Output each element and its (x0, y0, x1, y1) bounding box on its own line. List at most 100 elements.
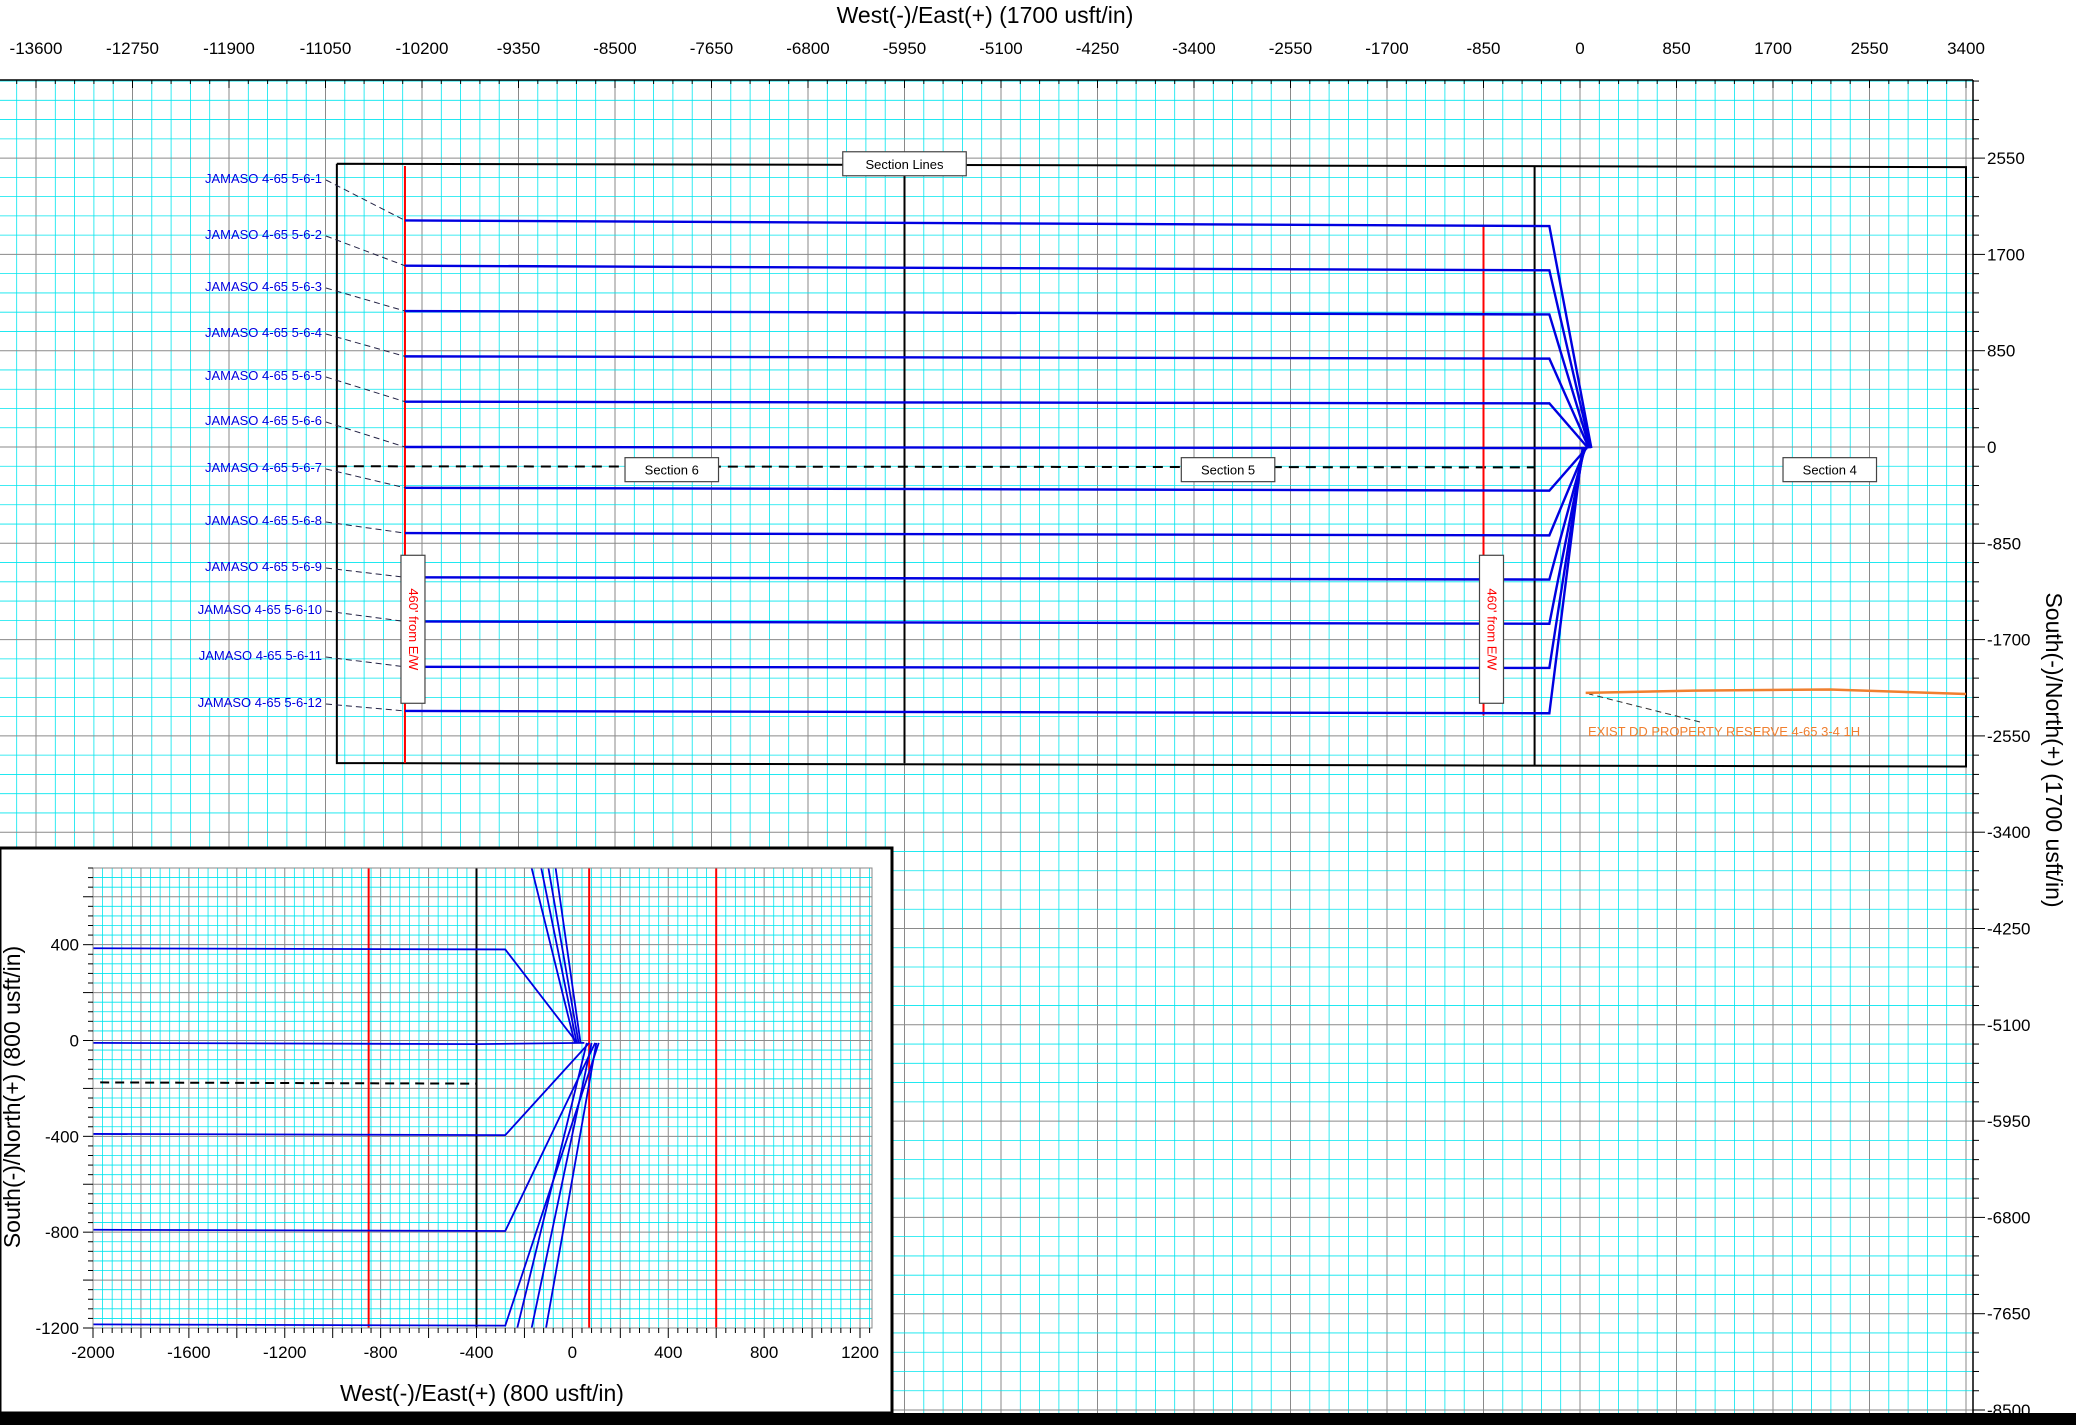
inset-well-path (93, 1042, 596, 1232)
well-path (404, 309, 1591, 449)
y-tick-label: -1700 (1987, 631, 2030, 650)
inset-y-tick-label: 400 (51, 936, 79, 955)
y-tick-label: -5950 (1987, 1112, 2030, 1131)
well-label-leader (325, 656, 406, 668)
y-tick-label: -4250 (1987, 920, 2030, 939)
inset-x-tick-label: -800 (364, 1343, 398, 1362)
well-label-leader (325, 567, 406, 578)
well-label-leader (325, 235, 406, 267)
x-tick-label: 0 (1575, 39, 1584, 58)
x-tick-label: -13600 (10, 39, 63, 58)
x-tick-label: -5950 (883, 39, 926, 58)
x-tick-label: -4250 (1076, 39, 1119, 58)
x-tick-label: -3400 (1172, 39, 1215, 58)
inset-x-tick-label: -400 (459, 1343, 493, 1362)
well-path (404, 447, 1584, 715)
y-tick-label: -7650 (1987, 1305, 2030, 1324)
well-path (404, 447, 1585, 670)
well-label-leader (325, 521, 406, 534)
inset-well-path (554, 868, 582, 1044)
section-label-box (1782, 457, 1878, 483)
setback-label: 460' from E/W (406, 588, 421, 671)
inset-grid (93, 868, 872, 1328)
x-axis-label: West(-)/East(+) (1700 usft/in) (837, 2, 1134, 28)
well-path (404, 447, 1587, 581)
inset-well-path (540, 868, 578, 1044)
well-path (404, 447, 1587, 537)
well-label: JAMASO 4-65 5-6-12 (198, 695, 322, 710)
inset-x-tick-label: 1200 (841, 1343, 879, 1362)
y-tick-label: -850 (1987, 534, 2021, 553)
offset-well (1585, 688, 1967, 696)
inset-y-tick-label: -1200 (36, 1319, 79, 1338)
section-boundary (335, 162, 1967, 768)
inset-well-paths (93, 868, 718, 1328)
x-tick-label: -7650 (690, 39, 733, 58)
well-label-leader (325, 333, 406, 357)
well-label-leader (325, 610, 406, 622)
inset-well-path (545, 1042, 598, 1328)
inset-x-tick-label: 0 (568, 1343, 577, 1362)
y-tick-label: -6800 (1987, 1208, 2030, 1227)
offset-well-label: EXIST DD PROPERTY RESERVE 4-65 3-4 1H (1588, 724, 1860, 739)
x-tick-label: -10200 (396, 39, 449, 58)
x-tick-label: 2550 (1851, 39, 1889, 58)
well-path (404, 447, 1588, 492)
well-label: JAMASO 4-65 5-6-9 (205, 559, 322, 574)
y-tick-label: -5100 (1987, 1016, 2030, 1035)
well-label-leader (325, 703, 406, 712)
well-label-leader (325, 376, 406, 403)
x-tick-label: -2550 (1269, 39, 1312, 58)
x-tick-label: -5100 (979, 39, 1022, 58)
well-label-leader (325, 468, 406, 489)
well-label: JAMASO 4-65 5-6-4 (205, 325, 322, 340)
inset-well-path (93, 1042, 600, 1327)
inset-well-path (516, 1042, 588, 1328)
inset-well-path (93, 947, 578, 1044)
inset-x-tick-label: 400 (654, 1343, 682, 1362)
x-tick-label: 3400 (1947, 39, 1985, 58)
inset-x-tick-label: -2000 (71, 1343, 114, 1362)
well-label: JAMASO 4-65 5-6-5 (205, 368, 322, 383)
bottom-bar (0, 1413, 2076, 1425)
well-path (404, 400, 1590, 449)
x-tick-label: 850 (1662, 39, 1690, 58)
annotation-labels: JAMASO 4-65 5-6-1 JAMASO 4-65 5-6-2 JAMASO… (198, 151, 1878, 739)
well-label-leader (325, 287, 406, 312)
well-paths (404, 219, 1593, 715)
well-label: JAMASO 4-65 5-6-2 (205, 227, 322, 242)
well-path (404, 219, 1593, 449)
section-label-box (1180, 457, 1276, 483)
inset-y-axis-label: South(-)/North(+) (800 usft/in) (0, 946, 25, 1248)
well-path (404, 355, 1591, 449)
inset-section-line-dashed (100, 1081, 477, 1085)
inset-well-path (547, 868, 580, 1044)
inset-zoom-chart: -2000 -1600 -1200 -800 -400 0 400 800 1200 400 0 -4… (0, 846, 894, 1415)
offset-well-leader (1588, 693, 1701, 723)
setback-lines (403, 166, 1485, 764)
label-leaders (325, 179, 1701, 723)
main-frame (0, 79, 1974, 1413)
well-path (404, 447, 1586, 625)
section-line-dashed (336, 465, 1535, 469)
inset-y-tick-label: -400 (45, 1127, 79, 1146)
setback-label-box (1478, 554, 1505, 704)
inset-ticks: -2000 -1600 -1200 -800 -400 0 400 800 1200 400 0 -4… (36, 867, 879, 1362)
well-path (404, 445, 1588, 450)
section-label: Section 6 (645, 463, 699, 478)
well-label: JAMASO 4-65 5-6-6 (205, 413, 322, 428)
well-label: JAMASO 4-65 5-6-10 (198, 602, 322, 617)
section-label-box (842, 151, 967, 177)
well-label: JAMASO 4-65 5-6-7 (205, 460, 322, 475)
y-tick-label: 2550 (1987, 149, 2025, 168)
y-tick-label: -2550 (1987, 727, 2030, 746)
y-tick-label: 0 (1987, 438, 1996, 457)
inset-well-path (530, 1042, 593, 1328)
well-path (404, 264, 1592, 449)
inset-background (0, 846, 894, 1415)
x-tick-label: 1700 (1754, 39, 1792, 58)
x-tick-label: -11900 (203, 39, 255, 58)
x-tick-label: -11050 (300, 39, 352, 58)
x-tick-label: -9350 (497, 39, 540, 58)
